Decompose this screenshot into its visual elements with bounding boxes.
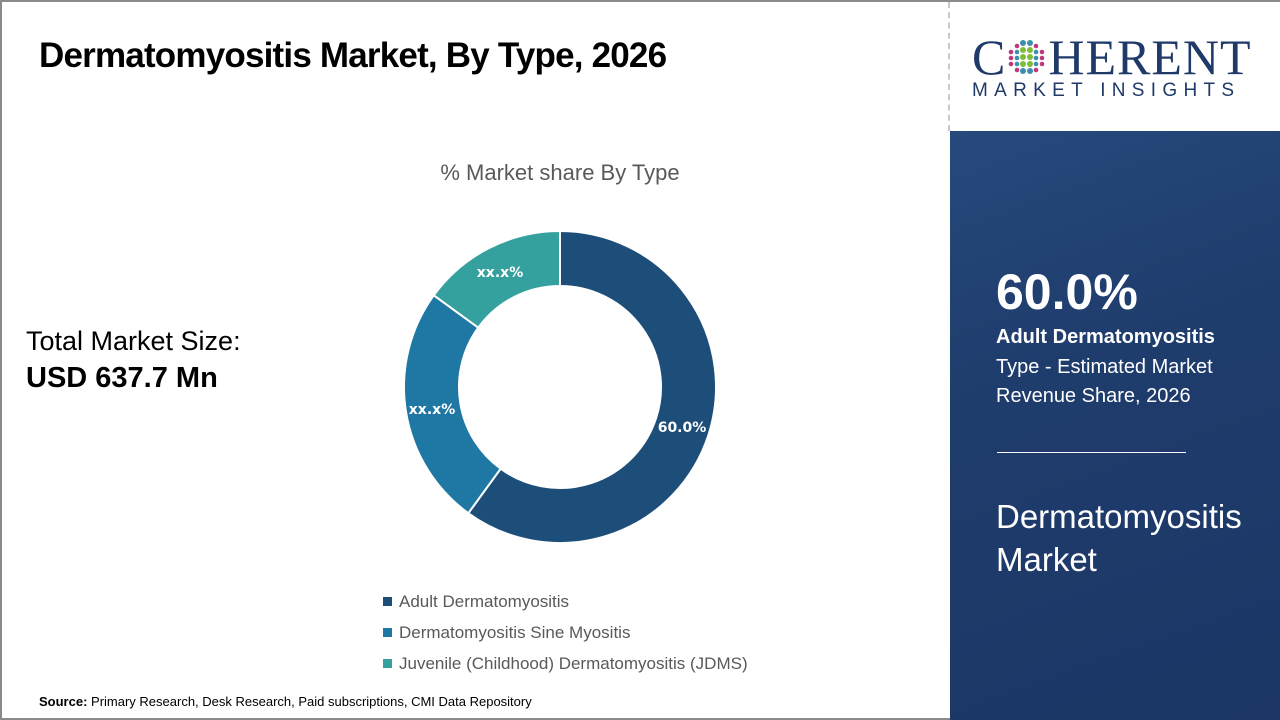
donut-label-0: 60.0% [658, 420, 707, 436]
donut-label-2: xx.x% [477, 265, 523, 281]
highlight-percent: 60.0% [996, 264, 1138, 320]
legend-label: Dermatomyositis Sine Myositis [399, 622, 631, 642]
legend-item-sine-myositis: Dermatomyositis Sine Myositis [383, 617, 748, 648]
chart-legend: Adult Dermatomyositis Dermatomyositis Si… [383, 586, 748, 679]
logo-letter-c: C [972, 29, 1007, 85]
donut-slices [403, 229, 717, 544]
donut-slice-2 [432, 229, 561, 330]
donut-slice-1 [403, 293, 503, 515]
donut-slice-0 [466, 229, 717, 544]
donut-labels: 60.0% xx.x% xx.x% [409, 265, 707, 436]
slide-border-bottom [0, 718, 950, 720]
globe-dots-icon [1009, 40, 1045, 74]
donut-chart: 60.0% xx.x% xx.x% [403, 229, 717, 544]
logo-letters-herent: HERENT [1048, 29, 1252, 85]
total-market-label: Total Market Size: [26, 326, 241, 356]
highlight-panel: 60.0% Adult Dermatomyositis Type - Estim… [950, 131, 1280, 720]
legend-swatch [383, 659, 392, 668]
legend-swatch [383, 597, 392, 606]
company-logo: C HERENT MARKET INSIGHTS [950, 2, 1280, 131]
logo-tagline: MARKET INSIGHTS [972, 80, 1241, 101]
logo-wordmark: C HERENT [972, 32, 1252, 82]
dashed-divider [948, 2, 950, 131]
slide-border-top [0, 0, 1280, 2]
legend-label: Juvenile (Childhood) Dermatomyositis (JD… [399, 653, 748, 673]
market-name: Dermatomyositis Market [996, 498, 1242, 578]
slide-border-left [0, 0, 2, 720]
chart-title: % Market share By Type [440, 160, 680, 185]
highlight-segment: Adult Dermatomyositis [996, 326, 1215, 348]
legend-item-adult: Adult Dermatomyositis [383, 586, 748, 617]
legend-swatch [383, 628, 392, 637]
panel-divider [997, 452, 1186, 453]
legend-item-jdms: Juvenile (Childhood) Dermatomyositis (JD… [383, 648, 748, 679]
total-market-value: USD 637.7 Mn [26, 362, 218, 394]
source-text: Primary Research, Desk Research, Paid su… [87, 694, 532, 709]
donut-label-1: xx.x% [409, 402, 455, 418]
source-note: Source: Primary Research, Desk Research,… [39, 694, 532, 709]
legend-label: Adult Dermatomyositis [399, 591, 570, 611]
page-title: Dermatomyositis Market, By Type, 2026 [39, 36, 667, 75]
highlight-description: Type - Estimated Market Revenue Share, 2… [996, 356, 1213, 407]
source-label: Source: [39, 694, 88, 709]
